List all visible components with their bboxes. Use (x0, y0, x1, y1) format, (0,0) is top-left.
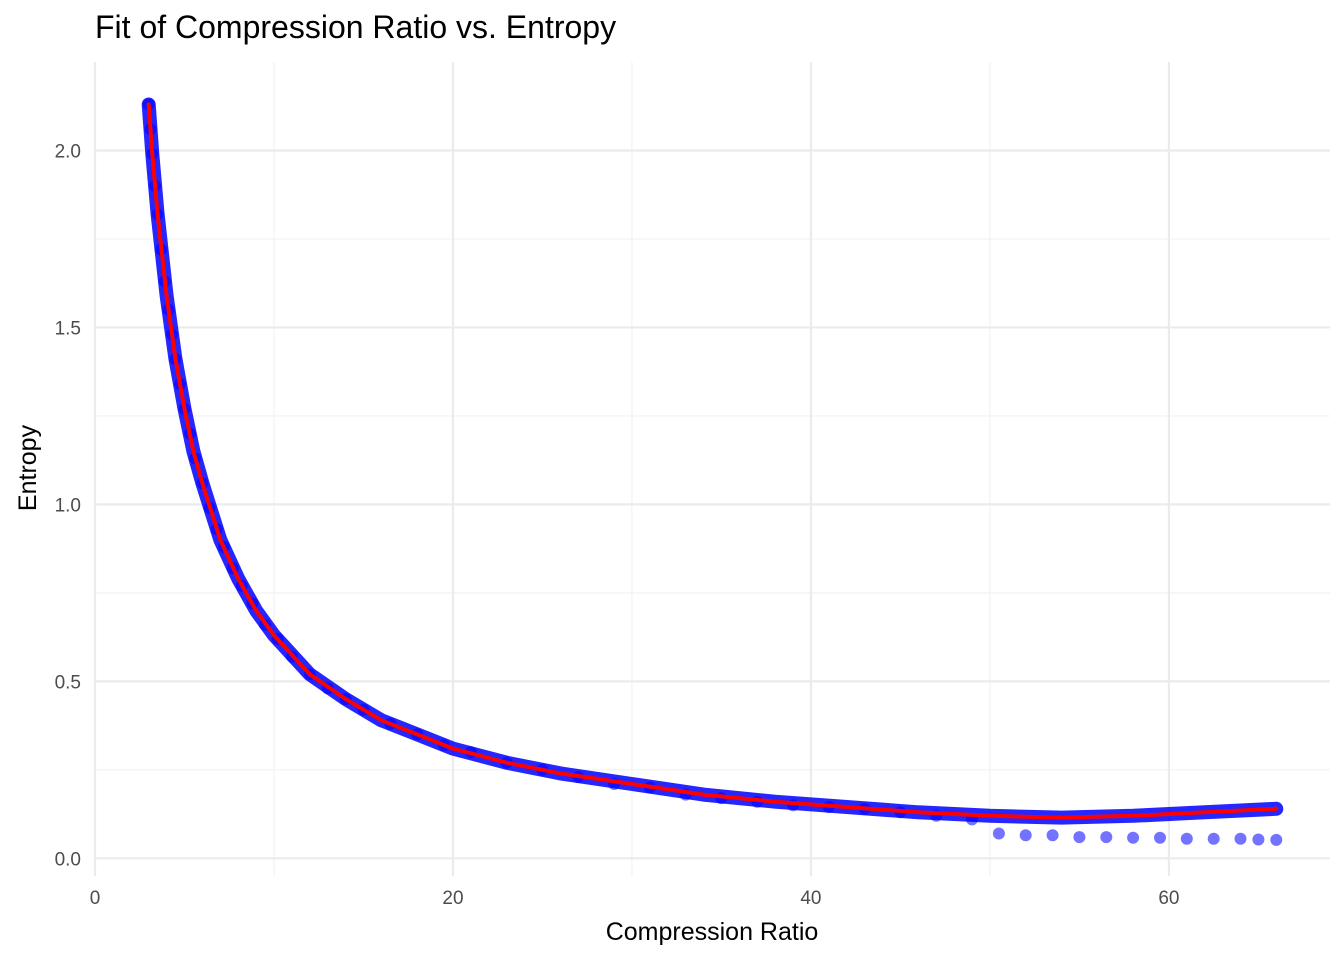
data-point (992, 827, 1005, 840)
data-point (1154, 831, 1166, 844)
x-axis-title: Compression Ratio (606, 918, 819, 946)
y-tick-label: 1.5 (55, 318, 81, 339)
data-point (1252, 833, 1265, 846)
chart-title: Fit of Compression Ratio vs. Entropy (95, 9, 616, 45)
x-tick-label: 20 (442, 888, 463, 909)
y-axis-title: Entropy (14, 424, 42, 511)
data-point (1100, 831, 1113, 844)
fit-line (146, 102, 1279, 820)
y-tick-label: 0.0 (55, 849, 81, 870)
y-tick-label: 0.5 (55, 672, 81, 693)
data-point (1073, 831, 1086, 844)
data-point (1207, 832, 1220, 845)
fit-line-group (141, 97, 1284, 825)
y-tick-label: 2.0 (55, 141, 81, 162)
data-point (1127, 831, 1140, 844)
y-tick-labels: 0.0 0.5 1.0 1.5 2.0 (55, 141, 81, 870)
grid (93, 62, 1330, 876)
data-point (1046, 829, 1059, 842)
data-point (1234, 832, 1247, 845)
x-tick-labels: 0 20 40 60 (90, 888, 1180, 909)
data-point (1019, 829, 1032, 842)
x-tick-label: 40 (800, 888, 821, 909)
y-tick-label: 1.0 (55, 495, 81, 516)
x-tick-label: 0 (90, 888, 101, 909)
data-point (1270, 833, 1283, 846)
data-point (1180, 832, 1193, 845)
x-tick-label: 60 (1158, 888, 1179, 909)
